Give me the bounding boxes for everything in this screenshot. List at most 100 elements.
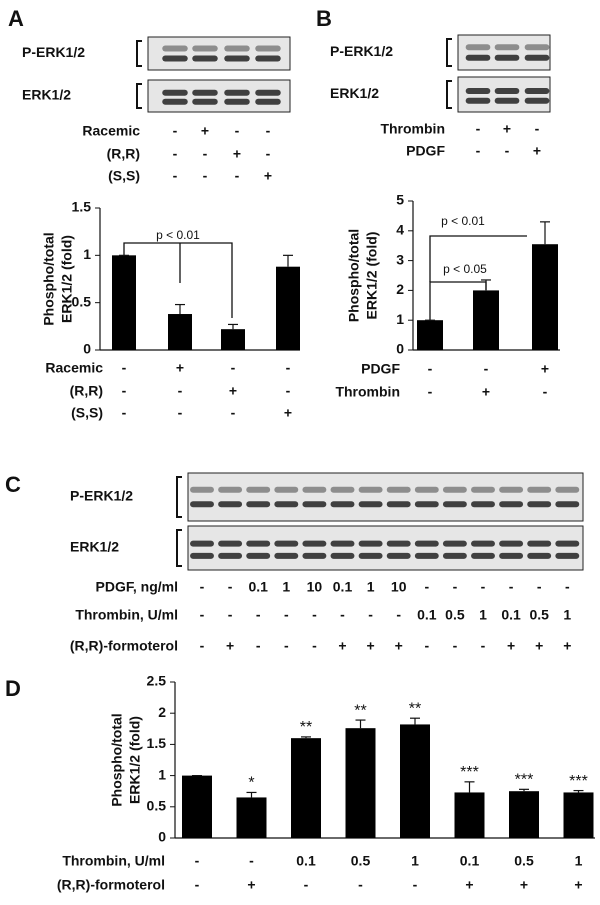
significance-label: * xyxy=(248,775,254,792)
condition-mark: - xyxy=(509,579,514,595)
y-tick-label: 1.5 xyxy=(72,199,92,215)
condition-label: Thrombin xyxy=(335,384,400,400)
condition-mark: - xyxy=(203,168,208,184)
condition-label: Racemic xyxy=(82,123,140,139)
significance-label: ** xyxy=(409,700,421,717)
band xyxy=(386,486,411,493)
condition-mark: - xyxy=(565,579,570,595)
condition-label: PDGF xyxy=(361,361,400,377)
condition-mark: 0.5 xyxy=(445,607,465,623)
bar xyxy=(276,266,300,350)
band xyxy=(330,501,355,508)
condition-mark: 0.1 xyxy=(417,607,437,623)
condition-mark: - xyxy=(200,638,205,654)
condition-mark: - xyxy=(505,143,510,159)
band xyxy=(414,540,439,547)
blot-frame xyxy=(457,34,551,71)
band xyxy=(386,540,411,547)
condition-mark: - xyxy=(476,143,481,159)
condition-mark: 1 xyxy=(575,853,583,869)
blot-frame xyxy=(457,76,551,113)
band xyxy=(190,540,214,547)
y-tick-label: 2 xyxy=(158,704,166,720)
condition-mark: + xyxy=(507,638,515,654)
bracket xyxy=(176,529,182,567)
condition-mark: 1 xyxy=(479,607,487,623)
condition-mark: - xyxy=(284,638,289,654)
band xyxy=(494,44,520,51)
band xyxy=(524,44,550,51)
condition-mark: - xyxy=(266,146,271,162)
condition-mark: 10 xyxy=(307,579,323,595)
blot-label: P-ERK1/2 xyxy=(70,488,133,504)
y-tick-label: 1.5 xyxy=(147,735,167,751)
condition-mark: - xyxy=(200,607,205,623)
condition-mark: - xyxy=(358,877,363,893)
blot-frame xyxy=(147,79,291,113)
condition-mark: + xyxy=(395,638,403,654)
bracket-line xyxy=(123,242,233,318)
condition-mark: - xyxy=(122,360,127,376)
condition-mark: - xyxy=(484,361,489,377)
condition-mark: - xyxy=(195,853,200,869)
condition-mark: 1 xyxy=(282,579,290,595)
y-axis-label: ERK1/2 (fold) xyxy=(59,235,75,323)
condition-label: PDGF xyxy=(406,143,445,159)
band xyxy=(274,552,299,559)
y-axis-label: Phospho/total xyxy=(109,713,125,806)
blot-label: ERK1/2 xyxy=(330,85,379,101)
condition-mark: + xyxy=(229,383,237,399)
condition-mark: - xyxy=(312,638,317,654)
band xyxy=(524,54,550,61)
band xyxy=(274,501,299,508)
condition-mark: - xyxy=(453,579,458,595)
band xyxy=(494,97,520,104)
band xyxy=(224,45,250,52)
condition-mark: - xyxy=(195,877,200,893)
condition-label: (R,R)-formoterol xyxy=(70,638,178,654)
condition-mark: - xyxy=(481,638,486,654)
condition-mark: - xyxy=(453,638,458,654)
condition-mark: 0.5 xyxy=(529,607,549,623)
y-tick-label: 0 xyxy=(83,341,91,357)
band xyxy=(471,501,495,508)
condition-mark: + xyxy=(226,638,234,654)
band xyxy=(555,540,580,547)
condition-label: (R,R) xyxy=(107,146,140,162)
blot-label: ERK1/2 xyxy=(70,539,119,555)
band xyxy=(471,540,495,547)
band xyxy=(527,501,552,508)
condition-mark: - xyxy=(173,123,178,139)
y-tick-label: 1 xyxy=(158,766,166,782)
condition-mark: 0.1 xyxy=(501,607,521,623)
bar xyxy=(182,775,212,838)
band xyxy=(224,55,250,62)
panel-letter: C xyxy=(5,472,21,497)
condition-mark: 0.5 xyxy=(351,853,371,869)
bar xyxy=(345,728,376,838)
band xyxy=(494,54,520,61)
y-tick-label: 0.5 xyxy=(72,293,92,309)
condition-label: Thrombin, U/ml xyxy=(75,607,178,623)
significance-label: *** xyxy=(515,772,534,789)
bracket xyxy=(176,476,182,518)
band xyxy=(162,89,188,96)
band xyxy=(358,552,383,559)
condition-mark: + xyxy=(264,168,272,184)
band xyxy=(527,552,552,559)
condition-mark: - xyxy=(231,405,236,421)
band xyxy=(302,552,327,559)
band xyxy=(190,486,214,493)
band xyxy=(255,45,281,52)
bracket xyxy=(136,83,142,109)
band xyxy=(302,486,327,493)
significance-label: ** xyxy=(354,702,366,719)
band xyxy=(246,486,271,493)
condition-mark: - xyxy=(286,360,291,376)
condition-label: (S,S) xyxy=(71,405,103,421)
condition-mark: - xyxy=(312,607,317,623)
bar xyxy=(473,290,499,350)
bar xyxy=(454,792,485,838)
band xyxy=(442,540,467,547)
